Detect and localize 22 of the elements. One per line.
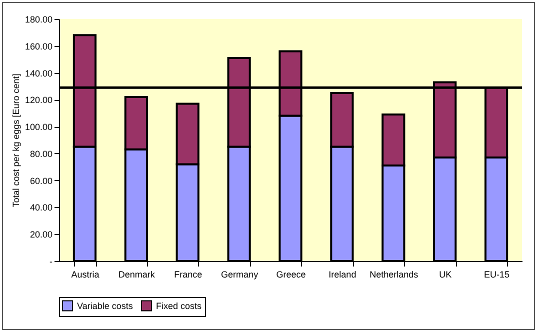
y-tick-label: 140.00 — [24, 68, 52, 78]
y-tick-label: - — [50, 256, 52, 266]
y-tick-label: 100.00 — [24, 122, 52, 132]
y-tick-label: 60.00 — [30, 176, 52, 186]
x-tick-label: Netherlands — [370, 270, 419, 280]
x-tick-label: UK — [439, 270, 452, 280]
x-tick-label: Austria — [71, 270, 100, 280]
x-tick-label: Greece — [276, 270, 306, 280]
y-tick-label: 160.00 — [24, 41, 52, 52]
x-tick-label: Ireland — [328, 270, 356, 280]
y-tick-label: 80.00 — [30, 148, 52, 159]
y-tick-label: 120.00 — [24, 95, 52, 106]
x-tick-label: Germany — [221, 270, 259, 280]
y-tick-label: 180.00 — [24, 14, 52, 24]
legend-label: Variable costs — [77, 300, 134, 311]
y-tick-label: 40.00 — [30, 202, 52, 213]
x-tick-label: Denmark — [118, 270, 156, 280]
legend-label: Fixed costs — [156, 300, 202, 311]
x-tick-label: EU-15 — [484, 270, 510, 280]
x-tick-label: France — [174, 270, 202, 280]
y-tick-label: 20.00 — [30, 230, 52, 240]
y-axis-title: Total cost per kg eggs [Euro cent] — [10, 74, 21, 208]
